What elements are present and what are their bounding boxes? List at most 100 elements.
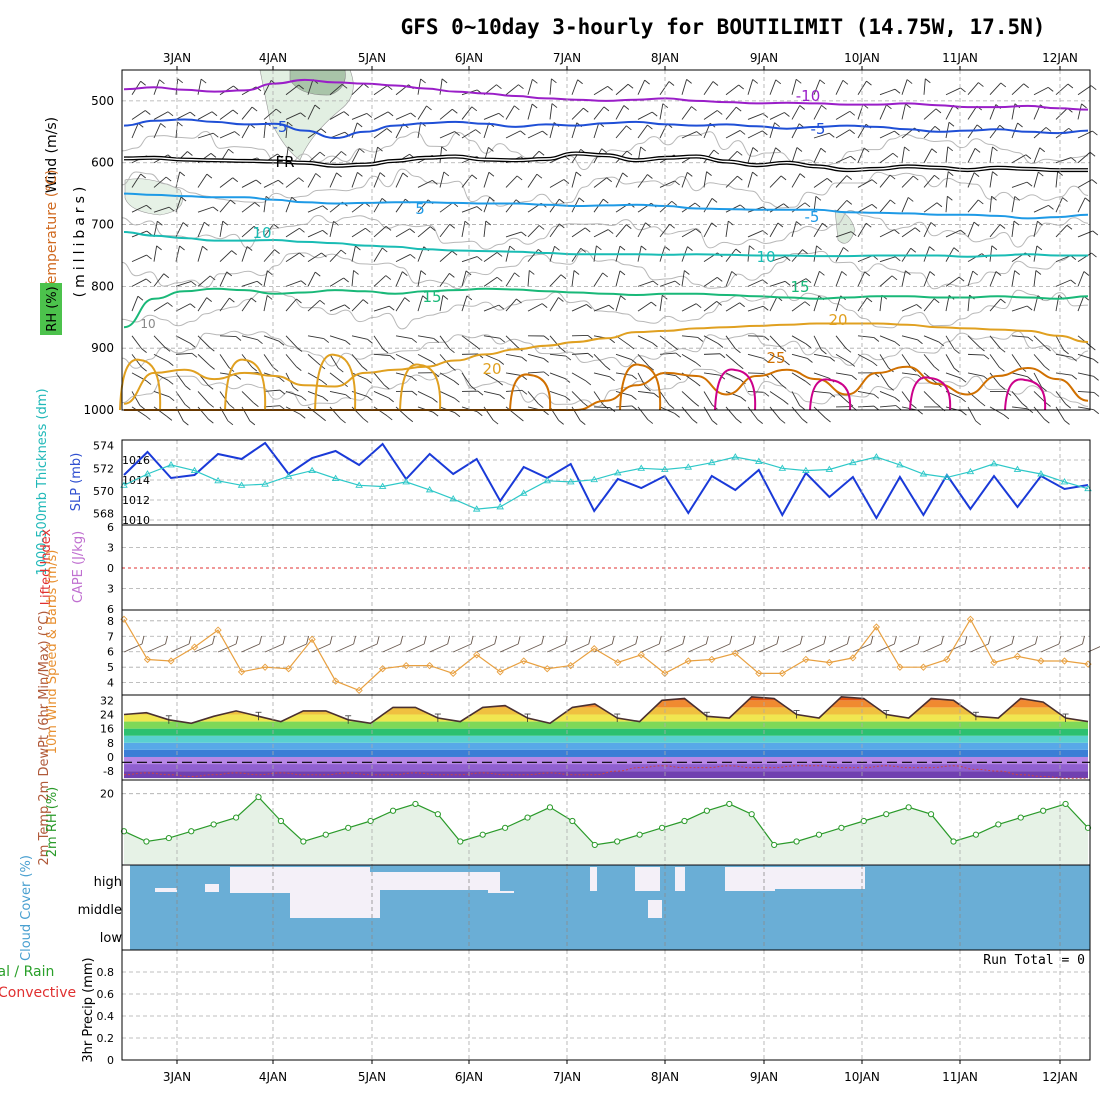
wind-barb-flag <box>800 105 805 109</box>
wind-barb <box>638 391 654 393</box>
wind-barb-flag <box>542 131 547 135</box>
wind-barb-flag <box>911 248 916 252</box>
wind-barb <box>286 281 301 287</box>
wind-barb-flag <box>1045 366 1050 370</box>
wind-barb <box>198 407 208 419</box>
wind-barb-flag <box>1001 299 1006 303</box>
wind-barb-flag <box>846 348 851 352</box>
wind-barb-flag <box>168 112 173 116</box>
wind-barb-flag <box>696 363 701 367</box>
wind-barb-flag <box>362 367 367 371</box>
wind-barb <box>374 248 382 262</box>
wind-barb-flag <box>499 305 504 309</box>
wind-barb <box>1078 272 1084 287</box>
wind-barb <box>836 80 843 94</box>
wind-barb-flag <box>275 250 280 254</box>
wind-barb-flag <box>872 362 877 366</box>
wind-barb-flag <box>850 111 855 115</box>
wind-tick-label: 8 <box>107 615 114 628</box>
wind-barb <box>616 271 620 286</box>
wind-barb-flag <box>1072 375 1077 379</box>
wind-barb <box>946 196 947 212</box>
cloud-clear-block <box>648 900 662 918</box>
wind-barb-flag <box>432 180 437 184</box>
wind-barb <box>968 336 979 347</box>
wind-barb <box>572 270 574 286</box>
wind-barb <box>352 246 355 262</box>
wind-barb-flag <box>800 406 805 410</box>
precip-tick-label: 0 <box>107 1054 114 1067</box>
rh-marker <box>480 832 485 837</box>
wind-barb <box>726 354 738 364</box>
date-label-bottom: 9JAN <box>750 1070 778 1084</box>
wind-barb-flag <box>542 304 547 308</box>
wind-barb-flag <box>299 228 304 232</box>
wind-barb-flag <box>947 196 952 200</box>
wind-barb-10m-flag <box>636 636 638 644</box>
contour-label: 10 <box>252 224 271 242</box>
wind-barb-flag <box>929 247 934 251</box>
wind-barb-10m <box>148 644 166 652</box>
wind-barb-flag <box>610 339 615 343</box>
wind-barb <box>132 279 146 286</box>
wind-barb-flag <box>893 153 898 157</box>
wind-barb <box>924 203 937 212</box>
date-label-bottom: 11JAN <box>942 1070 978 1084</box>
wind-barb <box>352 228 365 237</box>
wind-barb-flag <box>389 306 394 310</box>
contour-label: 20 <box>828 311 847 329</box>
wind-barb-flag <box>1092 180 1097 184</box>
wind-barb-flag <box>603 405 608 409</box>
wind-barb <box>198 276 210 286</box>
wind-barb <box>330 336 345 341</box>
contour-label: -5 <box>273 118 288 136</box>
wind-barb-flag <box>301 281 306 285</box>
wind-barb <box>550 224 559 237</box>
wind-barb-flag <box>442 79 447 83</box>
wind-barb <box>814 178 827 187</box>
wind-barb-flag <box>1093 359 1098 363</box>
wind-barb <box>484 277 497 286</box>
rh-contour <box>122 169 1088 208</box>
wind-barb-flag <box>580 421 585 425</box>
wind-barb <box>770 281 785 286</box>
wind-barb <box>814 407 826 418</box>
rh-marker <box>973 832 978 837</box>
wind-barb-flag <box>1015 271 1020 275</box>
date-label-top: 9JAN <box>750 51 778 65</box>
wind-barb-flag <box>180 246 185 250</box>
wind-barb-flag <box>202 246 207 250</box>
wind-barb <box>858 406 874 407</box>
contour-label: 5 <box>415 200 425 218</box>
wind-barb-flag <box>138 296 143 300</box>
wind-barb-flag <box>388 112 393 116</box>
wind-barb <box>198 79 201 95</box>
wind-barb-flag <box>961 411 966 415</box>
wind-barb-10m <box>829 644 847 652</box>
wind-barb-10m-flag <box>307 636 309 644</box>
wind-barb-flag <box>187 152 192 156</box>
wind-barb-flag <box>551 79 556 83</box>
wind-barb <box>198 298 207 311</box>
wind-barb-flag <box>141 81 146 85</box>
wind-barb-flag <box>1001 83 1006 87</box>
wind-barb-flag <box>1004 415 1009 419</box>
rh-marker <box>256 794 261 799</box>
wind-barb-flag <box>510 246 515 250</box>
wind-barb-flag <box>961 398 966 402</box>
wind-barb-flag <box>949 122 954 126</box>
wind-barb-flag <box>164 274 169 278</box>
wind-barb-flag <box>753 147 758 151</box>
wind-barb-flag <box>357 123 362 127</box>
wind-barb-10m <box>1064 644 1082 652</box>
wind-barb <box>704 354 720 355</box>
wind-barb <box>990 354 999 367</box>
wind-barb-flag <box>558 297 563 301</box>
rh-marker <box>1063 801 1068 806</box>
wind-barb-flag <box>408 418 413 422</box>
wind-barb-flag <box>387 129 392 133</box>
wind-barb-10m-flag <box>448 636 450 644</box>
wind-barb <box>1078 407 1094 410</box>
wind-barb-10m-flag <box>800 636 802 644</box>
wind-barb <box>352 336 368 340</box>
